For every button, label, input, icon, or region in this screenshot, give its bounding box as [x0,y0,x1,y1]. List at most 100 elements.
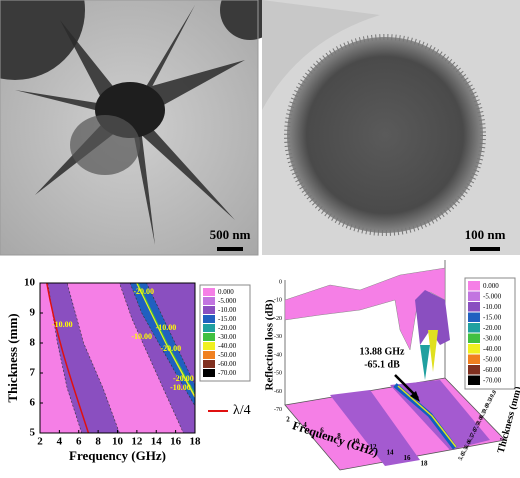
z-tick-label: -30 [274,334,282,340]
legend-label: -60.00 [483,366,502,374]
y-axis-label: Thickness (mm) [496,385,520,454]
legend-label: -15.00 [218,315,237,323]
legend-swatch [203,297,215,305]
contour-plot: -10.00-10.00-10.00-10.00-20.00-20.00-20.… [40,283,195,433]
scale-bar-label: 500 nm [210,227,251,242]
legend-swatch [203,342,215,350]
legend-label: -20.00 [483,324,502,332]
x-tick-label: 2 [37,436,43,448]
legend-swatch [203,324,215,332]
contour-label: -10.00 [52,320,73,329]
legend-label: -50.00 [483,355,502,363]
legend-label: -10.00 [483,303,502,311]
y-tick-label: 9 [30,307,36,319]
contour-label: -10.00 [170,383,191,392]
y-tick-label: 9.0 [482,404,491,413]
legend-swatch [468,302,480,312]
z-tick-label: -60 [274,389,282,395]
y-tick-label: 7.5 [473,422,482,431]
x-tick-label: 8 [95,436,101,448]
z-tick-label: -10 [274,298,282,304]
legend-swatch [468,354,480,364]
legend-label: -5.000 [218,297,237,305]
x-tick-label: 16 [170,436,182,448]
legend-swatch [203,369,215,377]
x-tick-label: 14 [151,436,163,448]
y-tick-label: 9.5 [485,398,494,407]
x-tick-label: 18 [421,460,429,468]
z-tick-label: -20 [274,316,282,322]
y-tick-label: 6.5 [467,434,476,443]
legend-label: -50.00 [218,351,237,359]
y-tick-label: 7.0 [470,428,479,437]
legend-swatch [203,306,215,314]
x-tick-label: 12 [131,436,143,448]
legend-swatch [468,281,480,291]
z-axis-label: Reflection loss (dB) [264,299,276,390]
legend-swatch [468,291,480,301]
x-tick-label: 12 [370,443,378,451]
z-tick-label: -70 [274,407,282,413]
x-tick-label: 16 [404,454,412,462]
z-tick-label: 0 [279,279,282,285]
x-tick-label: 2 [286,416,290,424]
legend-label: -60.00 [218,360,237,368]
scale-bar-label: 100 nm [465,227,506,242]
line-legend-label: λ/4 [233,403,251,418]
y-axis-label: Thickness (mm) [5,313,20,402]
legend-label: -40.00 [218,342,237,350]
legend-label: -20.00 [218,324,237,332]
y-tick-label: 6.0 [464,440,473,449]
legend-label: 0.000 [483,282,499,290]
z-tick-label: -50 [274,371,282,377]
annotation: -65.1 dB [364,359,400,370]
contour-line [136,283,195,398]
y-tick-label: 8 [30,337,36,349]
legend-label: -30.00 [218,333,237,341]
y-tick-label: 10.0 [488,390,498,402]
y-tick-label: 5.0 [458,452,467,461]
3d-plot [284,260,506,471]
y-tick-label: 6 [30,397,36,409]
x-tick-label: 4 [303,421,307,429]
legend-swatch [468,344,480,354]
legend-swatch [203,360,215,368]
annotation: 13.88 GHz [360,346,406,357]
legend-label: -70.00 [483,376,502,384]
legend-swatch [468,323,480,333]
x-tick-label: 6 [320,427,324,435]
legend-swatch [203,288,215,296]
contour-label: -20.00 [160,344,181,353]
legend-swatch [468,312,480,322]
y-tick-label: 5.5 [461,446,470,455]
legend-label: -15.00 [483,313,502,321]
x-tick-label: 10 [112,436,124,448]
legend-swatch [468,333,480,343]
legend-label: -40.00 [483,345,502,353]
x-tick-label: 18 [190,436,202,448]
contour-label: -20.00 [133,287,154,296]
tem-image-microsphere: 100 nm [262,0,520,255]
contour-label: -20.00 [173,374,194,383]
quarter-wave-curve [46,283,90,433]
y-tick-label: 7 [30,367,36,379]
legend-swatch [468,375,480,385]
legend-swatch [203,315,215,323]
contour-label: -10.00 [131,332,152,341]
legend-label: -70.00 [218,369,237,377]
legend-label: -30.00 [483,334,502,342]
contour-band [119,283,195,433]
x-tick-label: 10 [353,438,361,446]
y-tick-label: 8.0 [476,416,485,425]
x-tick-label: 8 [337,432,341,440]
x-tick-label: 4 [57,436,63,448]
x-tick-label: 6 [76,436,82,448]
legend-swatch [203,333,215,341]
y-tick-label: 8.5 [479,410,488,419]
legend-swatch [468,365,480,375]
contour-label: -10.00 [156,323,177,332]
contour-line [137,283,195,395]
legend-label: -5.000 [483,292,502,300]
